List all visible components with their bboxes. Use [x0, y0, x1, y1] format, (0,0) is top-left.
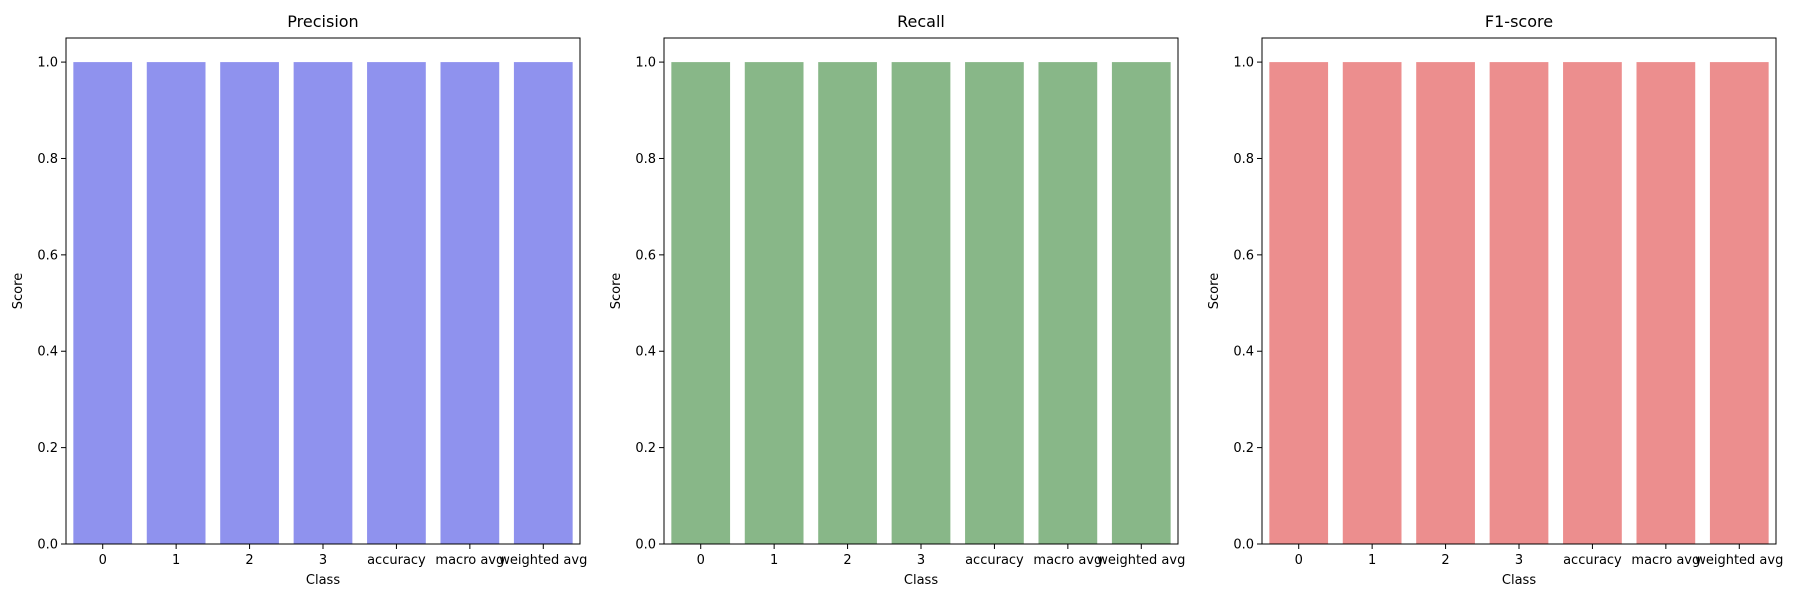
bar-2: [1416, 62, 1475, 544]
y-tick-label: 0.0: [37, 538, 58, 553]
x-tick-label: 0: [1295, 553, 1303, 568]
y-tick-label: 0.8: [1233, 152, 1254, 167]
bar-0: [1269, 62, 1329, 544]
x-tick-label: weighted avg: [1097, 553, 1185, 568]
bar-0: [671, 62, 731, 544]
chart-panel-3: 0.0 0.2 0.4 0.6 0.8 1.0 0 1 2 3 accuracy macro avgw…: [1207, 12, 1783, 588]
y-tick-label: 1.0: [37, 56, 58, 71]
x-tick-label: 1: [1368, 553, 1376, 568]
bar-accuracy: [367, 62, 426, 544]
bar-2: [220, 62, 279, 544]
bar-1: [1342, 62, 1402, 544]
x-tick-label: 0: [99, 553, 107, 568]
chart-title: Recall: [897, 12, 945, 31]
y-tick-label: 0.8: [635, 152, 656, 167]
y-tick-label: 0.2: [1233, 441, 1254, 456]
chart-title: F1-score: [1485, 12, 1553, 31]
y-tick-label: 0.6: [1233, 248, 1254, 263]
x-axis-label: Class: [306, 573, 340, 588]
y-tick-label: 0.0: [635, 538, 656, 553]
x-tick-label: accuracy: [965, 553, 1024, 568]
y-tick-label: 0.0: [1233, 538, 1254, 553]
bar-3: [293, 62, 353, 544]
bar-macro-avg: [440, 62, 500, 544]
y-tick-label: 0.4: [635, 345, 656, 360]
y-tick-label: 0.6: [635, 248, 656, 263]
bar-0: [73, 62, 133, 544]
chart-panel-1: 0.0 0.2 0.4 0.6 0.8 1.0 0 1 2 3 accuracy macro avgw…: [11, 12, 587, 588]
x-tick-label: 0: [697, 553, 705, 568]
bar-2: [818, 62, 877, 544]
y-tick-label: 0.2: [635, 441, 656, 456]
bar-1: [744, 62, 804, 544]
y-tick-label: 1.0: [635, 56, 656, 71]
y-axis-label: Score: [11, 273, 26, 309]
x-tick-label: 2: [245, 553, 253, 568]
x-tick-label: 3: [319, 553, 327, 568]
x-tick-label: accuracy: [367, 553, 426, 568]
y-tick-label: 0.6: [37, 248, 58, 263]
bar-accuracy: [965, 62, 1024, 544]
x-tick-label: 3: [917, 553, 925, 568]
bar-1: [146, 62, 206, 544]
bar-macro-avg: [1038, 62, 1098, 544]
chart-title: Precision: [287, 12, 358, 31]
x-axis-label: Class: [904, 573, 938, 588]
y-axis-label: Score: [1207, 273, 1222, 309]
bar-weighted-avg: [1111, 62, 1171, 544]
bar-3: [891, 62, 951, 544]
x-tick-label: accuracy: [1563, 553, 1622, 568]
x-tick-label: 1: [770, 553, 778, 568]
x-tick-label: 1: [172, 553, 180, 568]
x-tick-label: macro avg: [1631, 553, 1700, 568]
bar-accuracy: [1563, 62, 1622, 544]
y-tick-label: 0.4: [37, 345, 58, 360]
bar-3: [1489, 62, 1549, 544]
y-tick-label: 0.2: [37, 441, 58, 456]
y-axis-label: Score: [609, 273, 624, 309]
y-tick-label: 1.0: [1233, 56, 1254, 71]
x-tick-label: 3: [1515, 553, 1523, 568]
x-tick-label: 2: [1441, 553, 1449, 568]
x-tick-label: macro avg: [435, 553, 504, 568]
y-tick-label: 0.4: [1233, 345, 1254, 360]
x-tick-label: weighted avg: [499, 553, 587, 568]
bar-weighted-avg: [513, 62, 573, 544]
chart-panel-2: 0.0 0.2 0.4 0.6 0.8 1.0 0 1 2 3 accuracy macro avgw…: [609, 12, 1185, 588]
x-tick-label: macro avg: [1033, 553, 1102, 568]
bar-macro-avg: [1636, 62, 1696, 544]
x-tick-label: weighted avg: [1695, 553, 1783, 568]
bar-weighted-avg: [1709, 62, 1769, 544]
y-tick-label: 0.8: [37, 152, 58, 167]
x-axis-label: Class: [1502, 573, 1536, 588]
x-tick-label: 2: [843, 553, 851, 568]
